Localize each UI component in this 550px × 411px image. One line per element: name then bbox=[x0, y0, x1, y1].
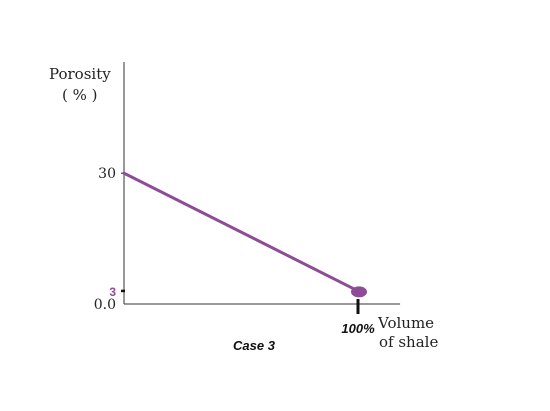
y-tick-label-2: 0.0 bbox=[94, 297, 116, 313]
x-axis-label: Volume bbox=[377, 314, 434, 332]
y-axis-unit: ( % ) bbox=[62, 86, 98, 104]
data-point-end bbox=[351, 286, 367, 298]
x-axis-label-line2: of shale bbox=[379, 333, 438, 351]
y-tick-label-0: 30 bbox=[98, 166, 116, 182]
chart-caption: Case 3 bbox=[233, 338, 276, 353]
y-axis-label: Porosity bbox=[49, 65, 111, 83]
x-tick-label-0: 100% bbox=[341, 321, 375, 336]
y-tick-label-1: 3 bbox=[109, 285, 116, 299]
series-line-0 bbox=[122, 171, 360, 293]
